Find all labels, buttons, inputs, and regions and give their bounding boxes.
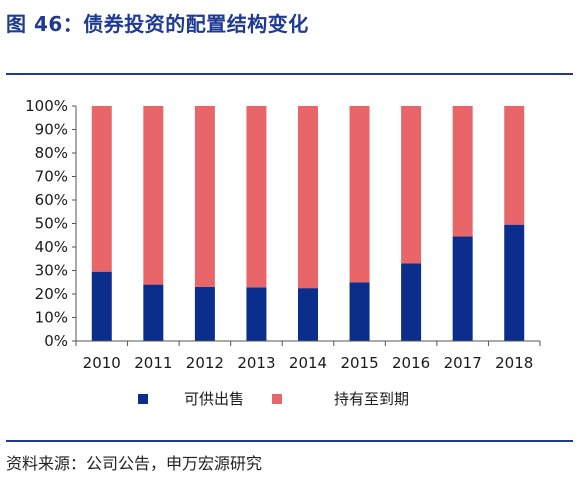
bar-held-to-maturity-2013 [246,106,267,288]
x-tick-label: 2011 [134,354,172,372]
bar-held-to-maturity-2015 [349,106,370,283]
x-tick-label: 2016 [392,354,430,372]
y-tick-label: 20% [35,285,68,303]
y-tick-label: 0% [44,332,68,350]
bar-held-to-maturity-2018 [504,106,525,225]
y-tick-label: 50% [35,215,68,233]
figure-title: 图 46：债券投资的配置结构变化 [6,12,309,36]
y-tick-label: 100% [25,97,68,115]
bars [91,106,525,341]
source-divider [6,440,573,442]
stacked-bar-chart: 0%10%20%30%40%50%60%70%80%90%100% 2010 20… [25,97,541,408]
bar-available-for-sale-2012 [194,286,215,341]
legend: 可供出售 持有至到期 [138,390,409,408]
y-tick-label: 10% [35,309,68,327]
y-tick-label: 80% [35,144,68,162]
bar-available-for-sale-2013 [246,287,267,341]
bar-available-for-sale-2010 [91,271,112,341]
bar-available-for-sale-2011 [143,284,164,341]
x-tick-label: 2013 [237,354,275,372]
source-note: 资料来源：公司公告，申万宏源研究 [6,454,263,473]
y-tick-label: 90% [35,121,68,139]
x-tick-label: 2017 [444,354,482,372]
legend-swatch [138,394,148,404]
bar-available-for-sale-2015 [349,282,370,341]
title-divider [6,73,573,75]
x-tick-label: 2018 [495,354,533,372]
y-tick-label: 30% [35,262,68,280]
bar-held-to-maturity-2012 [194,106,215,287]
bar-available-for-sale-2016 [401,263,422,341]
bar-available-for-sale-2014 [298,288,318,341]
legend-label: 持有至到期 [334,390,409,408]
x-tick-label: 2015 [340,354,378,372]
x-tick-label: 2012 [186,354,224,372]
legend-swatch [272,394,282,404]
x-tick-label: 2014 [289,354,327,372]
bar-available-for-sale-2018 [504,224,525,341]
y-tick-label: 40% [35,238,68,256]
x-tick-label: 2010 [83,354,121,372]
bar-available-for-sale-2017 [452,236,473,341]
bar-held-to-maturity-2016 [401,106,422,264]
bar-held-to-maturity-2014 [298,106,318,289]
bar-held-to-maturity-2010 [91,106,112,272]
bar-held-to-maturity-2011 [143,106,164,285]
legend-label: 可供出售 [184,390,244,408]
y-tick-label: 70% [35,168,68,186]
bar-held-to-maturity-2017 [452,106,473,237]
y-tick-label: 60% [35,191,68,209]
y-axis: 0% 10% 20% 30% 40% 50% 60% 70% 80% 90% 100% [25,97,77,350]
x-axis: 2010 2011 2012 2013 2014 2015 2016 2017 2018 [75,340,541,372]
